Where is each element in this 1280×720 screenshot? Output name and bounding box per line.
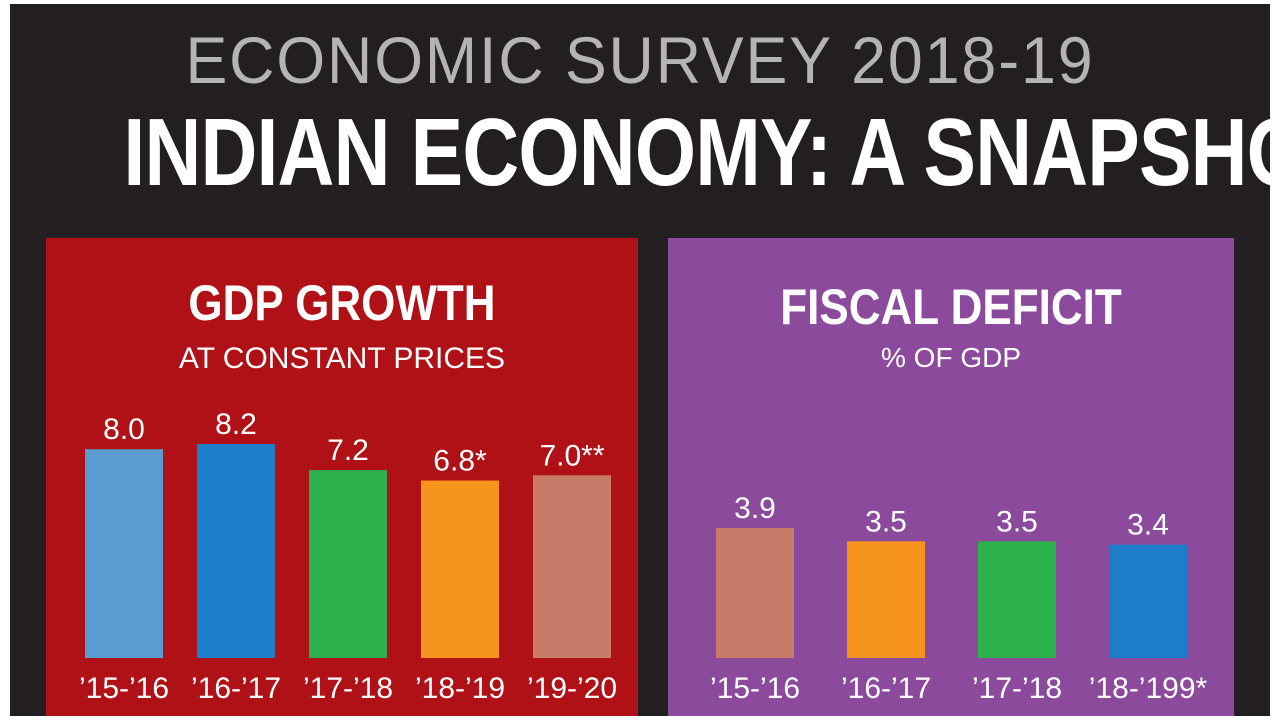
gdp-value-label-0: 8.0 [103,413,145,446]
gdp-category-label-0: ’15-’16 [79,672,169,705]
gdp-value-label-3: 6.8* [433,445,487,478]
fiscal-bar-3 [1109,544,1187,658]
fiscal-value-label-1: 3.5 [865,505,907,538]
gdp-growth-panel: GDP GROWTH AT CONSTANT PRICES 8.0 ’15-’16… [46,238,638,716]
gdp-bar-1 [197,444,275,658]
fiscal-value-label-0: 3.9 [734,492,776,525]
gdp-bar-4 [533,475,611,658]
fiscal-value-label-2: 3.5 [996,505,1038,538]
fiscal-bar-0 [716,528,794,658]
fiscal-value-label-3: 3.4 [1127,509,1169,542]
fiscal-category-label-0: ’15-’16 [710,672,800,705]
gdp-bar-chart: 8.0 ’15-’16 8.2 ’16-’17 7.2 ’17-’18 6.8* ’18-’1… [79,408,617,705]
gdp-chart-subtitle: AT CONSTANT PRICES [178,342,506,375]
fiscal-category-label-2: ’17-’18 [972,672,1062,705]
gdp-bar-3 [421,480,499,658]
gdp-value-label-2: 7.2 [327,434,369,467]
fiscal-chart-subtitle: % OF GDP [880,342,1021,373]
fiscal-bar-chart: 3.9 ’15-’16 3.5 ’16-’17 3.5 ’17-’18 3.4 ’18-’19… [710,492,1208,705]
infographic-frame: ECONOMIC SURVEY 2018-19 INDIAN ECONOMY: … [10,4,1270,716]
fiscal-bar-2 [978,541,1056,658]
gdp-value-label-1: 8.2 [215,408,257,441]
gdp-value-label-4: 7.0** [539,439,604,472]
fiscal-bar-1 [847,541,925,658]
fiscal-category-label-1: ’16-’17 [841,672,931,705]
gdp-category-label-2: ’17-’18 [303,672,393,705]
fiscal-category-label-3: ’18-’199* [1089,672,1208,705]
supertitle: ECONOMIC SURVEY 2018-19 [185,23,1095,97]
gdp-bar-2 [309,470,387,658]
main-title: INDIAN ECONOMY: A SNAPSHOT [123,99,1270,206]
gdp-bar-0 [85,449,163,658]
fiscal-deficit-panel: FISCAL DEFICIT % OF GDP 3.9 ’15-’16 3.5 ’16… [668,238,1234,716]
fiscal-chart-title: FISCAL DEFICIT [780,279,1122,335]
gdp-chart-title: GDP GROWTH [188,275,496,331]
gdp-category-label-4: ’19-’20 [527,672,617,705]
gdp-category-label-3: ’18-’19 [415,672,505,705]
gdp-category-label-1: ’16-’17 [191,672,281,705]
